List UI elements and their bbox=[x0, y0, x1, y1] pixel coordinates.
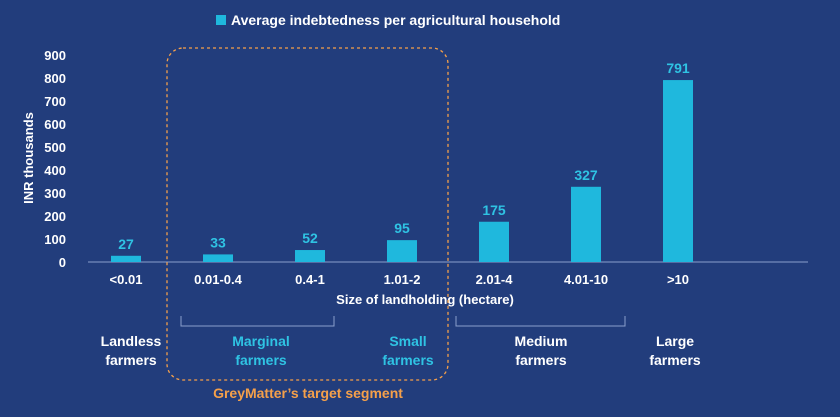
y-tick-label: 100 bbox=[44, 232, 66, 247]
bar bbox=[571, 186, 601, 262]
bar bbox=[479, 221, 509, 262]
farmer-group-label: Landless bbox=[101, 333, 162, 349]
target-segment-label: GreyMatter’s target segment bbox=[213, 385, 403, 401]
y-tick-label: 800 bbox=[44, 71, 66, 86]
bars bbox=[111, 80, 693, 262]
y-tick-label: 400 bbox=[44, 163, 66, 178]
category-label: 0.01-0.4 bbox=[194, 272, 242, 287]
medium-bracket bbox=[455, 316, 626, 327]
farmer-group-label: farmers bbox=[649, 352, 701, 368]
farmer-group-label: farmers bbox=[382, 352, 434, 368]
farmer-group-label: farmers bbox=[515, 352, 567, 368]
bar bbox=[295, 250, 325, 262]
bar-value-label: 791 bbox=[666, 60, 690, 76]
category-label: >10 bbox=[667, 272, 689, 287]
target-segment-box bbox=[166, 47, 449, 381]
y-tick-label: 900 bbox=[44, 48, 66, 63]
category-label: 1.01-2 bbox=[384, 272, 421, 287]
bar bbox=[111, 255, 141, 262]
bar-value-label: 52 bbox=[302, 230, 318, 246]
bar-value-label: 33 bbox=[210, 234, 226, 250]
bar-value-label: 95 bbox=[394, 220, 410, 236]
x-axis-title: Size of landholding (hectare) bbox=[336, 292, 514, 307]
farmer-group-label: farmers bbox=[105, 352, 157, 368]
bar bbox=[203, 254, 233, 262]
bar bbox=[663, 80, 693, 262]
farmer-group-label: Small bbox=[389, 333, 426, 349]
bar-value-label: 327 bbox=[574, 167, 598, 183]
legend-swatch bbox=[216, 15, 226, 25]
value-labels: 27 33 52 95 175 327 791 bbox=[118, 60, 690, 252]
y-tick-label: 300 bbox=[44, 186, 66, 201]
farmer-group-labels: Landless farmers Marginal farmers Small farme… bbox=[101, 333, 701, 368]
category-label: <0.01 bbox=[110, 272, 143, 287]
farmer-group-label: Medium bbox=[515, 333, 568, 349]
y-axis-title: INR thousands bbox=[21, 112, 36, 204]
farmer-group-label: Large bbox=[656, 333, 694, 349]
marginal-bracket bbox=[180, 316, 335, 327]
category-labels: <0.01 0.01-0.4 0.4-1 1.01-2 2.01-4 4.01-10 >10 bbox=[110, 272, 689, 287]
y-axis-ticks: 0 100 200 300 400 500 600 700 800 900 bbox=[44, 48, 66, 270]
bar-value-label: 27 bbox=[118, 236, 134, 252]
farmer-group-label: Marginal bbox=[232, 333, 290, 349]
category-label: 0.4-1 bbox=[295, 272, 325, 287]
farmer-group-label: farmers bbox=[235, 352, 287, 368]
bar bbox=[387, 240, 417, 262]
y-tick-label: 0 bbox=[59, 255, 66, 270]
y-tick-label: 500 bbox=[44, 140, 66, 155]
y-tick-label: 700 bbox=[44, 94, 66, 109]
legend-label: Average indebtedness per agricultural ho… bbox=[231, 12, 560, 28]
bar-value-label: 175 bbox=[482, 202, 506, 218]
y-tick-label: 600 bbox=[44, 117, 66, 132]
category-label: 2.01-4 bbox=[476, 272, 514, 287]
category-label: 4.01-10 bbox=[564, 272, 608, 287]
y-tick-label: 200 bbox=[44, 209, 66, 224]
